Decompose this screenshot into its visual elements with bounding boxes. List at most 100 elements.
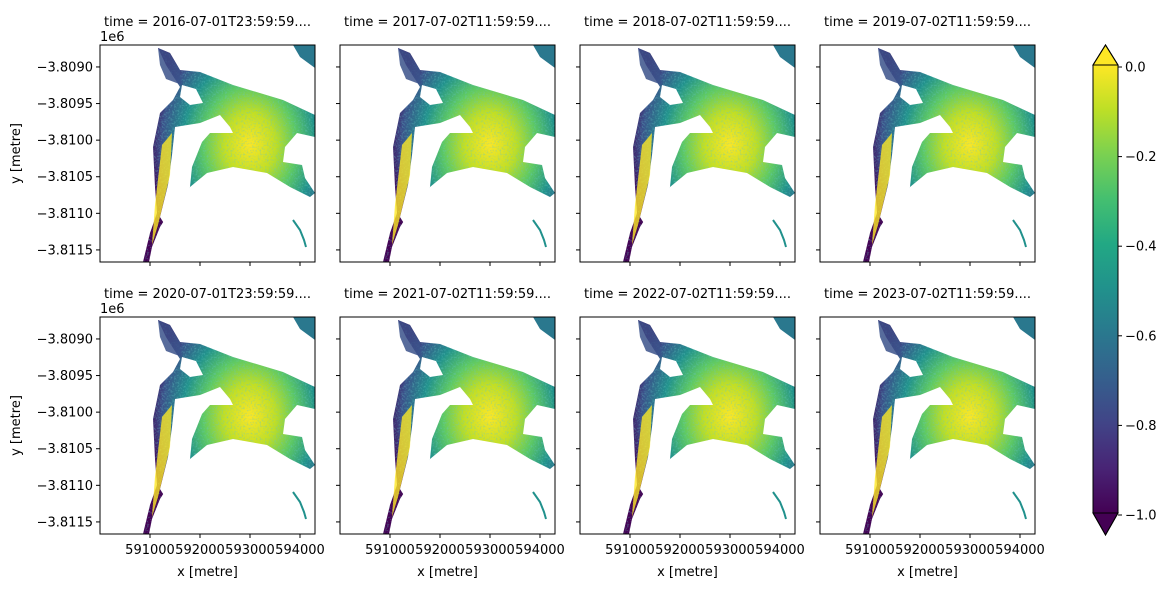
raster-arc: [292, 219, 307, 248]
y-axis-label: y [metre]: [9, 395, 24, 456]
colorbar-tick-label: −0.4: [1125, 240, 1157, 255]
raster-bright-strip: [152, 133, 172, 245]
colorbar-tick-label: 0.0: [1125, 61, 1146, 76]
x-tick-label: 592000: [415, 543, 465, 558]
x-tick-label: 593000: [225, 543, 275, 558]
facet-panel: time = 2018-07-02T11:59:59....: [576, 15, 796, 266]
raster-region: [1013, 317, 1035, 340]
raster-region: [293, 317, 315, 340]
raster-dark-spit: [158, 48, 182, 85]
x-tick-label: 594000: [755, 543, 805, 558]
y-tick-label: −3.8105: [37, 442, 93, 457]
colorbar-extend-max: [1092, 44, 1119, 66]
panel-title: time = 2020-07-01T23:59:59....: [104, 287, 311, 302]
x-tick-label: 591000: [125, 543, 175, 558]
raster-region: [293, 45, 315, 68]
axes-frame: [339, 44, 556, 263]
raster-arc: [1012, 219, 1027, 248]
axes-frame: [339, 316, 556, 535]
raster-arc: [532, 491, 547, 520]
raster-image: [143, 45, 315, 262]
colorbar-tick-label: −0.8: [1125, 419, 1157, 434]
raster-nodata: [900, 85, 923, 105]
x-tick-label: 592000: [655, 543, 705, 558]
raster-image: [383, 317, 555, 534]
raster-bright-strip: [632, 133, 652, 245]
x-tick-label: 592000: [895, 543, 945, 558]
raster-region: [533, 45, 555, 68]
x-tick-label: 593000: [705, 543, 755, 558]
raster-region: [773, 45, 795, 68]
facet-panel: time = 2023-07-02T11:59:59.... 591000 5920…: [816, 287, 1045, 580]
raster-nodata: [640, 387, 713, 497]
colorbar-tick-label: −0.6: [1125, 329, 1157, 344]
raster-nodata: [160, 387, 233, 497]
y-offset-label: 1e6: [100, 302, 125, 317]
panel-title: time = 2016-07-01T23:59:59....: [104, 15, 311, 30]
x-tick-label: 594000: [515, 543, 565, 558]
raster-bright-strip: [872, 133, 892, 245]
y-tick-label: −3.8100: [37, 134, 93, 149]
raster-nodata: [180, 85, 203, 105]
x-axis-label: x [metre]: [657, 565, 718, 580]
facet-panel: time = 2019-07-02T11:59:59....: [816, 15, 1036, 266]
colorbar-tick-label: −1.0: [1125, 509, 1157, 524]
raster-dark-spit: [638, 48, 662, 85]
x-axis-label: x [metre]: [417, 565, 478, 580]
raster-dark-spit: [158, 320, 182, 357]
facet-panels: time = 2016-07-01T23:59:59.... −3.8090 −3.…: [9, 15, 1045, 580]
raster-nodata: [420, 357, 443, 377]
raster-nodata: [400, 115, 473, 225]
raster-bright-strip: [632, 405, 652, 517]
x-tick-label: 592000: [175, 543, 225, 558]
x-tick-label: 591000: [605, 543, 655, 558]
axes-frame: [819, 44, 1036, 263]
y-tick-label: −3.8100: [37, 406, 93, 421]
raster-dark-spit: [878, 48, 902, 85]
raster-nodata: [880, 387, 953, 497]
raster-nodata: [420, 85, 443, 105]
y-tick-label: −3.8105: [37, 170, 93, 185]
raster-arc: [772, 219, 787, 248]
raster-nodata: [640, 115, 713, 225]
raster-nodata: [660, 357, 683, 377]
raster-nodata: [660, 85, 683, 105]
panel-title: time = 2022-07-02T11:59:59....: [584, 287, 791, 302]
raster-bright-strip: [872, 405, 892, 517]
facet-panel: time = 2017-07-02T11:59:59....: [336, 15, 556, 266]
y-tick-label: −3.8095: [37, 97, 93, 112]
y-tick-label: −3.8110: [37, 479, 93, 494]
raster-bright-strip: [152, 405, 172, 517]
axes-frame: [99, 316, 316, 535]
y-tick-label: −3.8090: [37, 332, 93, 347]
y-tick-label: −3.8095: [37, 369, 93, 384]
raster-region: [1013, 45, 1035, 68]
x-tick-label: 594000: [275, 543, 325, 558]
raster-region: [533, 317, 555, 340]
x-tick-label: 593000: [945, 543, 995, 558]
panel-title: time = 2018-07-02T11:59:59....: [584, 15, 791, 30]
raster-image: [863, 317, 1035, 534]
y-tick-label: −3.8115: [37, 515, 93, 530]
x-tick-label: 594000: [995, 543, 1045, 558]
facet-panel: time = 2020-07-01T23:59:59.... 591000 5920…: [9, 287, 325, 580]
raster-nodata: [160, 115, 233, 225]
x-tick-label: 591000: [845, 543, 895, 558]
raster-nodata: [180, 357, 203, 377]
raster-image: [623, 45, 795, 262]
y-axis-label: y [metre]: [9, 123, 24, 184]
panel-title: time = 2019-07-02T11:59:59....: [824, 15, 1031, 30]
x-tick-label: 593000: [465, 543, 515, 558]
facet-panel: time = 2016-07-01T23:59:59.... −3.8090 −3.…: [9, 15, 316, 266]
colorbar-tick-label: −0.2: [1125, 150, 1157, 165]
raster-image: [383, 45, 555, 262]
axes-frame: [579, 316, 796, 535]
raster-arc: [1012, 491, 1027, 520]
panel-title: time = 2023-07-02T11:59:59....: [824, 287, 1031, 302]
raster-region: [773, 317, 795, 340]
raster-nodata: [900, 357, 923, 377]
raster-bright-strip: [392, 133, 412, 245]
raster-nodata: [400, 387, 473, 497]
colorbar: 0.0 −0.2 −0.4 −0.6 −0.8 −1.0: [1092, 44, 1157, 537]
